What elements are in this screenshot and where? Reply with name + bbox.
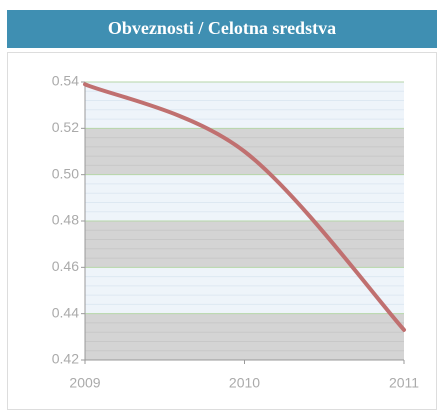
y-tick-label: 0.50 [52, 165, 79, 181]
plot: 0.42 0.44 0.46 0.48 0.50 0.52 0.54 2009 2010 2011 [52, 73, 420, 391]
y-tick-label: 0.48 [52, 212, 79, 228]
band [85, 267, 404, 314]
line [83, 82, 406, 332]
x-tick-label: 2009 [69, 375, 100, 391]
band [85, 174, 404, 221]
y-tick-label: 0.46 [52, 258, 79, 274]
y-tick-label: 0.52 [52, 119, 79, 135]
band [85, 221, 404, 268]
x-tick-label: 2011 [389, 375, 419, 391]
x-tick-label: 2010 [229, 375, 260, 391]
y-tick-label: 0.54 [52, 73, 79, 89]
chart-title: Obveznosti / Celotna sredstva [108, 18, 336, 38]
header-bar [7, 10, 437, 48]
band [85, 82, 404, 129]
band [85, 313, 404, 360]
y-tick-label: 0.42 [52, 351, 79, 367]
y-tick-label: 0.44 [52, 304, 79, 320]
